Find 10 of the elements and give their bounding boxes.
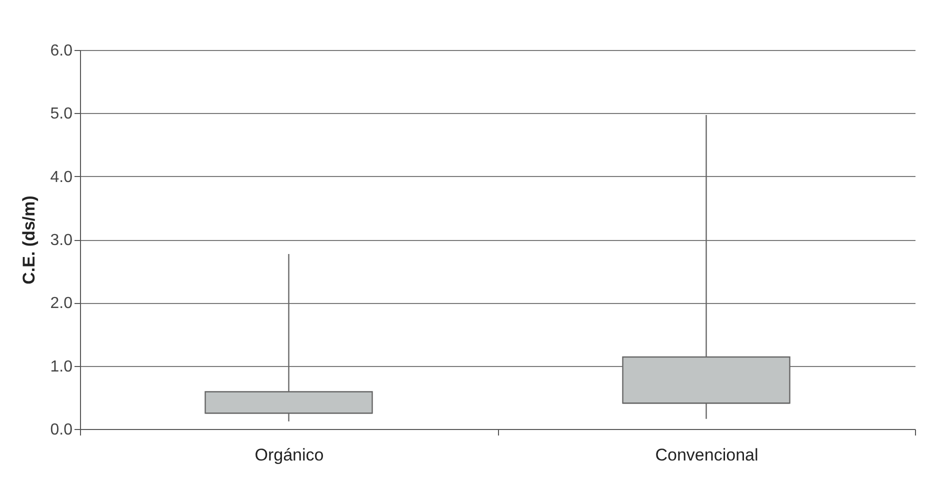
x-tick-label: Convencional	[655, 446, 758, 464]
y-tick-label: 6.0	[50, 42, 73, 60]
y-tick-label: 1.0	[50, 358, 73, 376]
y-tick-label: 2.0	[50, 295, 73, 312]
x-tick-label: Orgánico	[254, 446, 324, 464]
y-tick-label: 0.0	[50, 422, 73, 438]
y-axis-title: C.E. (ds/m)	[19, 196, 38, 284]
y-tick-label: 4.0	[50, 168, 73, 186]
y-tick-label: 5.0	[50, 106, 73, 123]
y-tick-label: 3.0	[50, 232, 73, 249]
